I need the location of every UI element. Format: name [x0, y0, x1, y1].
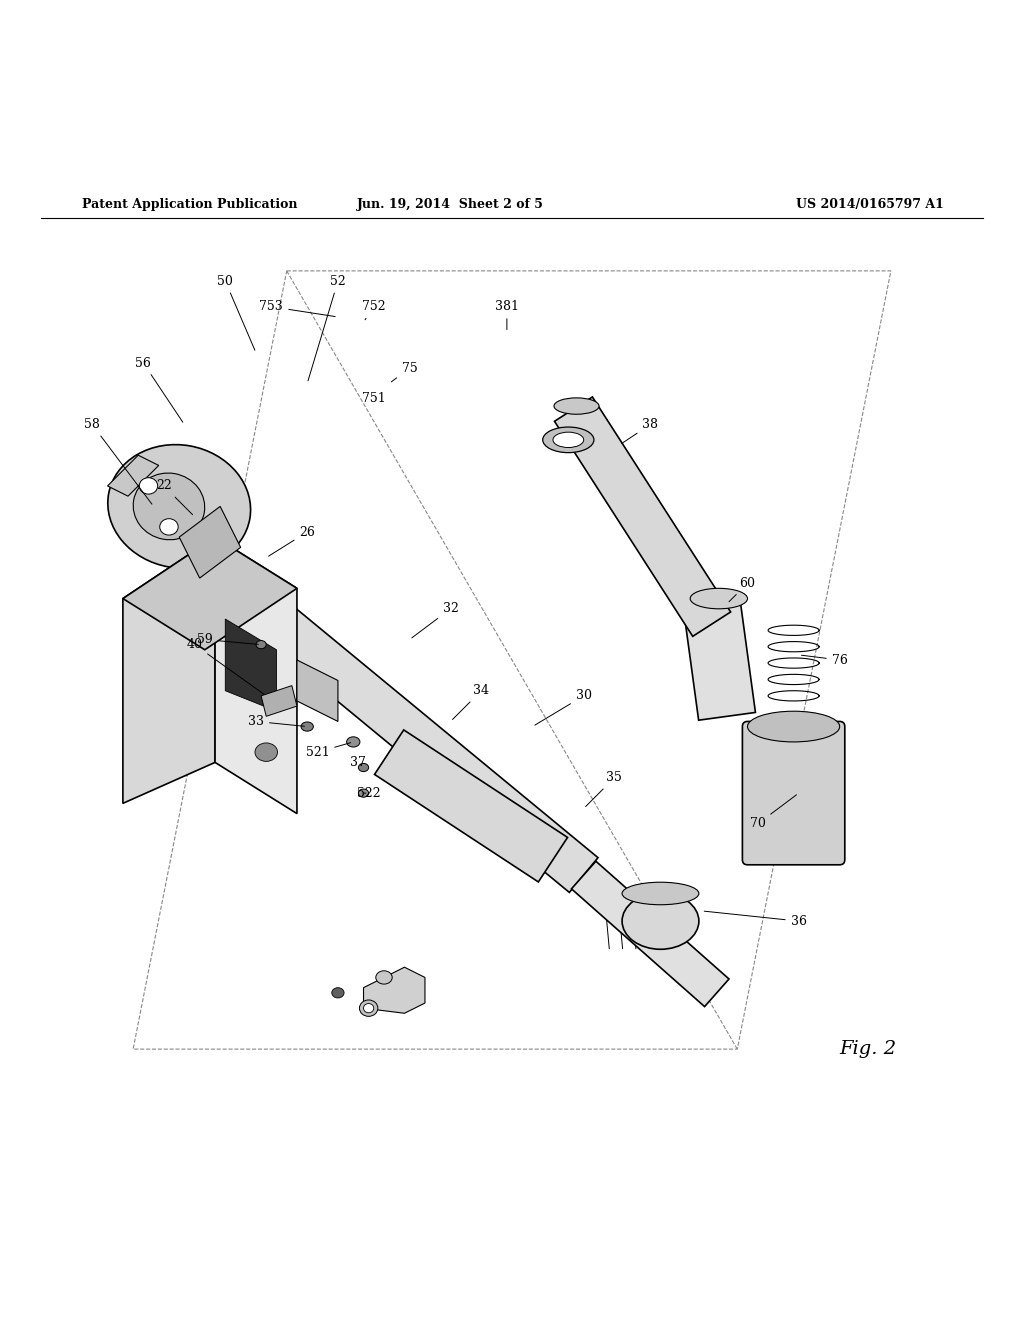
- Ellipse shape: [358, 763, 369, 772]
- Text: 50: 50: [217, 275, 255, 350]
- Ellipse shape: [255, 743, 278, 762]
- Polygon shape: [179, 507, 241, 578]
- Text: 40: 40: [186, 638, 264, 694]
- Ellipse shape: [543, 428, 594, 453]
- Polygon shape: [297, 660, 338, 722]
- Text: 56: 56: [135, 356, 182, 422]
- Polygon shape: [364, 968, 425, 1014]
- Ellipse shape: [139, 478, 158, 494]
- Ellipse shape: [160, 519, 178, 535]
- Text: 752: 752: [361, 300, 386, 319]
- FancyBboxPatch shape: [742, 722, 845, 865]
- Polygon shape: [554, 397, 731, 636]
- Text: 37: 37: [350, 756, 367, 768]
- Text: 58: 58: [84, 418, 152, 504]
- Polygon shape: [123, 537, 297, 649]
- Ellipse shape: [332, 987, 344, 998]
- Text: 22: 22: [156, 479, 193, 515]
- Polygon shape: [225, 619, 276, 711]
- Text: 38: 38: [622, 418, 658, 444]
- Text: 59: 59: [197, 634, 258, 645]
- Polygon shape: [215, 537, 297, 813]
- Ellipse shape: [133, 473, 205, 540]
- Text: 34: 34: [453, 684, 489, 719]
- Text: 76: 76: [802, 653, 848, 667]
- Polygon shape: [108, 455, 159, 496]
- Text: 33: 33: [248, 715, 304, 727]
- Text: 60: 60: [729, 577, 756, 602]
- Ellipse shape: [359, 1001, 378, 1016]
- Polygon shape: [683, 599, 756, 721]
- Polygon shape: [160, 520, 598, 892]
- Text: Patent Application Publication: Patent Application Publication: [82, 198, 297, 211]
- Text: 35: 35: [586, 771, 623, 807]
- Text: 521: 521: [305, 743, 350, 759]
- Ellipse shape: [301, 722, 313, 731]
- Text: 753: 753: [259, 300, 335, 317]
- Polygon shape: [123, 537, 215, 804]
- Ellipse shape: [690, 589, 748, 609]
- Text: 381: 381: [495, 300, 519, 330]
- Ellipse shape: [623, 892, 698, 949]
- Text: Fig. 2: Fig. 2: [840, 1040, 897, 1059]
- Ellipse shape: [554, 397, 599, 414]
- Text: 70: 70: [750, 795, 797, 830]
- Text: Jun. 19, 2014  Sheet 2 of 5: Jun. 19, 2014 Sheet 2 of 5: [357, 198, 544, 211]
- Polygon shape: [375, 730, 567, 882]
- Ellipse shape: [623, 882, 698, 904]
- Ellipse shape: [376, 970, 392, 985]
- Text: US 2014/0165797 A1: US 2014/0165797 A1: [797, 198, 944, 211]
- Ellipse shape: [108, 445, 251, 568]
- Polygon shape: [571, 861, 729, 1007]
- Text: 32: 32: [412, 602, 459, 638]
- Text: 522: 522: [356, 787, 381, 800]
- Ellipse shape: [364, 1003, 374, 1012]
- Ellipse shape: [346, 737, 360, 747]
- Ellipse shape: [256, 640, 266, 648]
- Text: 36: 36: [705, 911, 807, 928]
- Text: 751: 751: [361, 392, 386, 405]
- Text: 30: 30: [535, 689, 592, 725]
- Ellipse shape: [748, 711, 840, 742]
- Ellipse shape: [358, 789, 369, 797]
- Text: 26: 26: [268, 525, 315, 556]
- Ellipse shape: [553, 432, 584, 447]
- Text: 52: 52: [308, 275, 346, 381]
- Text: 75: 75: [391, 362, 418, 381]
- Polygon shape: [261, 685, 297, 717]
